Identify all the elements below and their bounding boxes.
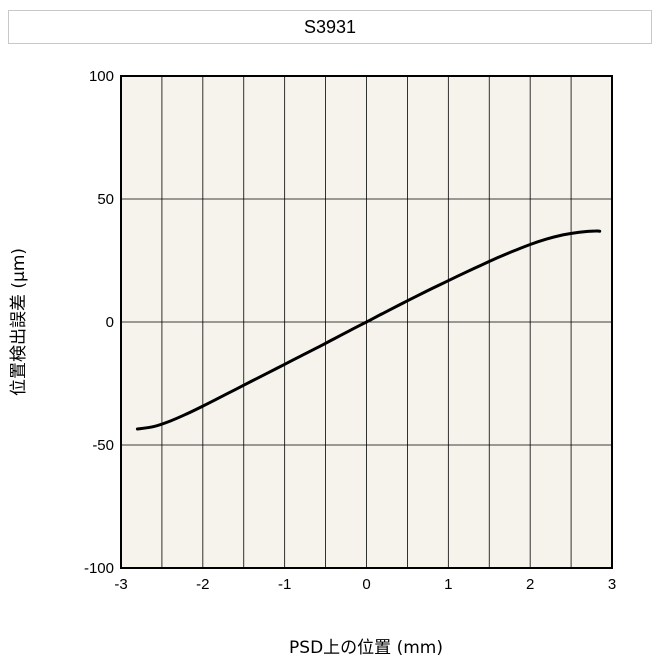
y-axis-label: 位置検出誤差 (μm): [9, 248, 29, 396]
x-tick-label: 3: [608, 576, 616, 593]
chart-title: S3931: [8, 10, 652, 44]
x-tick-label: 0: [362, 576, 370, 593]
series-line: [135, 229, 602, 431]
y-tick-label: -50: [92, 437, 114, 454]
x-tick-label: 1: [444, 576, 452, 593]
y-tick-label: 50: [97, 191, 114, 208]
plot-frame: [120, 75, 613, 569]
y-tick-label: 100: [89, 68, 114, 85]
x-tick-label: -3: [114, 576, 127, 593]
y-tick-label: -100: [84, 560, 114, 577]
x-tick-label: -1: [278, 576, 291, 593]
x-tick-label: 2: [526, 576, 534, 593]
x-tick-label: -2: [196, 576, 209, 593]
x-axis-label: PSD上の位置 (mm): [289, 638, 443, 658]
y-tick-label: 0: [106, 314, 114, 331]
